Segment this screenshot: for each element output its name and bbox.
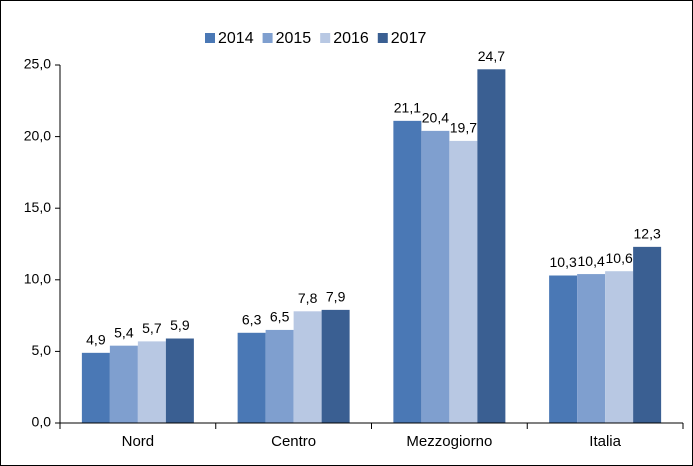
bar bbox=[449, 140, 478, 423]
legend-label: 2016 bbox=[333, 30, 369, 47]
bar bbox=[293, 311, 322, 423]
bar bbox=[577, 274, 606, 423]
value-label: 6,3 bbox=[242, 311, 262, 327]
value-label: 7,9 bbox=[326, 289, 346, 305]
x-tick-label: Centro bbox=[271, 433, 316, 450]
bar bbox=[237, 332, 266, 423]
value-label: 4,9 bbox=[86, 332, 106, 348]
value-label: 12,3 bbox=[634, 226, 661, 242]
value-label: 5,4 bbox=[114, 324, 134, 340]
bar bbox=[477, 69, 506, 424]
bar bbox=[605, 271, 634, 423]
value-label: 10,4 bbox=[578, 253, 605, 269]
value-label: 19,7 bbox=[450, 120, 477, 136]
legend-swatch bbox=[377, 33, 388, 43]
bar bbox=[421, 130, 450, 423]
legend-swatch bbox=[262, 33, 273, 43]
value-label: 10,3 bbox=[550, 254, 577, 270]
bar bbox=[165, 338, 194, 423]
bar bbox=[633, 246, 662, 423]
x-tick-label: Italia bbox=[589, 433, 621, 450]
legend-label: 2015 bbox=[276, 30, 312, 47]
y-tick-label: 15,0 bbox=[24, 199, 51, 215]
bar bbox=[109, 345, 138, 423]
y-tick-label: 20,0 bbox=[24, 127, 51, 143]
y-tick-label: 25,0 bbox=[24, 56, 51, 72]
value-label: 7,8 bbox=[298, 290, 318, 306]
bar bbox=[265, 329, 294, 423]
x-tick-label: Nord bbox=[122, 433, 155, 450]
legend-swatch bbox=[205, 33, 215, 43]
bar bbox=[549, 275, 578, 423]
y-tick-label: 5,0 bbox=[32, 342, 52, 358]
bar bbox=[321, 309, 350, 423]
value-label: 5,9 bbox=[170, 317, 190, 333]
y-tick-label: 0,0 bbox=[32, 414, 52, 430]
bar bbox=[81, 352, 110, 423]
legend-swatch bbox=[320, 33, 331, 43]
x-tick-label: Mezzogiorno bbox=[406, 433, 492, 450]
value-label: 5,7 bbox=[142, 320, 162, 336]
bar bbox=[393, 120, 422, 424]
value-label: 21,1 bbox=[394, 100, 421, 116]
value-label: 24,7 bbox=[478, 48, 505, 64]
legend-label: 2017 bbox=[391, 30, 427, 47]
legend-label: 2014 bbox=[218, 30, 254, 47]
value-label: 20,4 bbox=[422, 110, 449, 126]
bar bbox=[137, 341, 166, 423]
y-tick-label: 10,0 bbox=[24, 271, 51, 287]
value-label: 10,6 bbox=[606, 250, 633, 266]
value-label: 6,5 bbox=[270, 309, 290, 325]
